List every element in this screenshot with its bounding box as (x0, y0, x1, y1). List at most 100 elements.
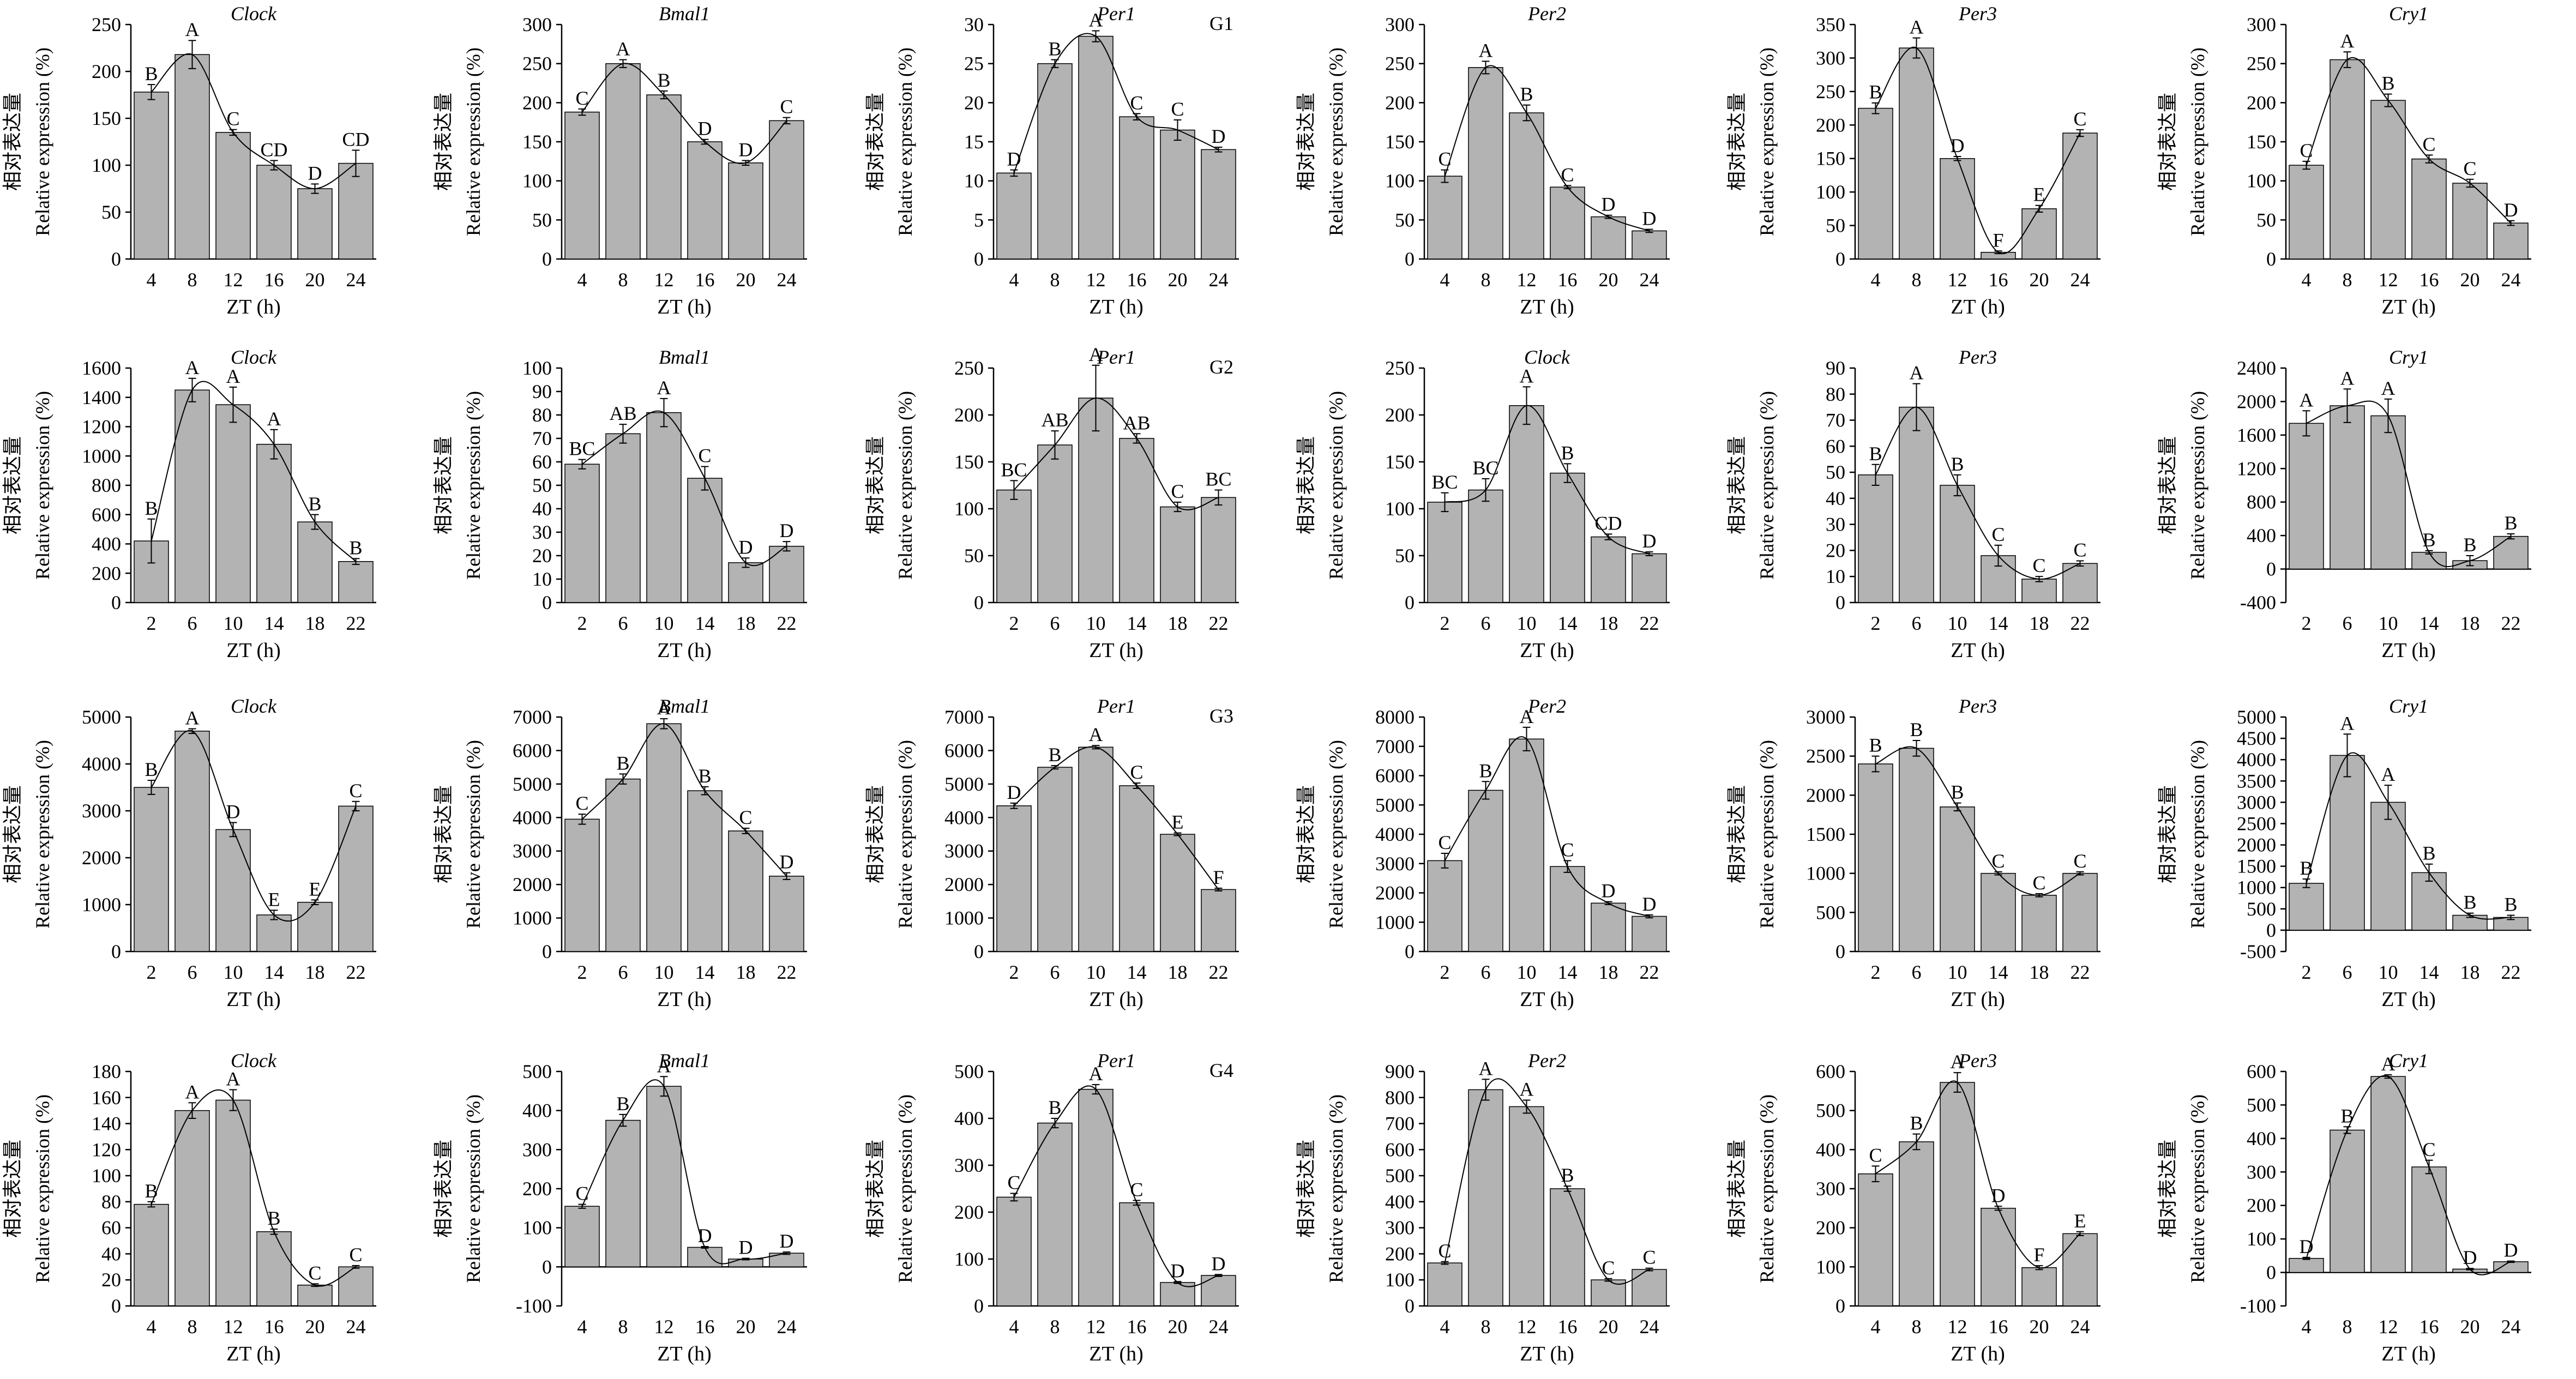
x-axis-label: ZT (h) (1520, 639, 1574, 662)
x-tick-label: 2 (1009, 961, 1019, 983)
bar (2289, 423, 2324, 570)
bar (297, 901, 333, 952)
y-tick-label: 7000 (513, 706, 552, 728)
significance-letter: D (1642, 893, 1657, 915)
chart-title: Per1 (1097, 1050, 1135, 1071)
x-tick-label: 4 (1440, 269, 1450, 291)
x-tick-label: 20 (305, 269, 325, 291)
x-tick-label: 18 (1168, 612, 1188, 634)
x-tick-label: 20 (1599, 1316, 1618, 1338)
x-tick-label: 2 (577, 961, 587, 983)
significance-letter: C (1642, 1246, 1656, 1268)
y-axis-label-en: Relative expression (%) (462, 391, 484, 580)
significance-letter: C (349, 1244, 362, 1266)
significance-letter: D (780, 1230, 794, 1252)
y-tick-label: 1000 (82, 894, 121, 916)
y-tick-label: 250 (1385, 357, 1415, 379)
bar (996, 172, 1032, 260)
x-axis-label: ZT (h) (226, 639, 281, 662)
y-tick-label: 20 (1826, 539, 1845, 561)
y-tick-label: 0 (1835, 592, 1845, 613)
x-tick-label: 14 (2419, 612, 2439, 634)
y-tick-label: 0 (1835, 941, 1845, 962)
y-tick-label: 100 (522, 357, 552, 379)
y-tick-label: 400 (2247, 1128, 2276, 1149)
y-tick-label: 100 (1385, 1269, 1415, 1291)
bar (1509, 112, 1544, 260)
significance-letter: A (185, 19, 200, 40)
y-tick-label: 60 (532, 451, 552, 473)
bar (2289, 165, 2324, 260)
y-axis-label-cn: 相对表达量 (2, 93, 23, 191)
chart-panel: Per3050010001500200025003000B2B6B10C14C1… (1726, 695, 2100, 1011)
bar (134, 1203, 169, 1306)
significance-letter: D (739, 536, 753, 558)
fit-curve (2306, 1075, 2511, 1275)
y-tick-label: 300 (1816, 1178, 1845, 1200)
bar (1899, 406, 1934, 603)
bar (1858, 1173, 1893, 1306)
chart-title: Per3 (1958, 1050, 1997, 1071)
y-tick-label: 0 (1835, 1295, 1845, 1317)
bar (338, 162, 374, 260)
y-tick-label: 0 (111, 248, 121, 270)
y-tick-label: 2500 (2237, 812, 2276, 834)
significance-letter: C (1171, 480, 1184, 502)
significance-letter: B (616, 1093, 629, 1115)
y-tick-label: 200 (522, 92, 552, 113)
y-tick-label: 4000 (944, 806, 984, 828)
y-tick-label: 50 (964, 545, 984, 567)
y-tick-label: 60 (1826, 435, 1845, 457)
y-tick-label: 1200 (2237, 457, 2276, 479)
y-axis-label-cn: 相对表达量 (1726, 1140, 1748, 1238)
significance-letter: B (1561, 1164, 1574, 1186)
fit-curve (1875, 406, 2080, 580)
y-tick-label: 80 (101, 1191, 121, 1213)
chart-title: Clock (231, 695, 277, 717)
bar (1509, 405, 1544, 603)
significance-letter: B (145, 497, 158, 519)
significance-letter: B (145, 758, 158, 780)
x-tick-label: 14 (1989, 961, 2008, 983)
fit-curve (1013, 746, 1219, 890)
x-tick-label: 18 (736, 612, 756, 634)
y-tick-label: 80 (1826, 383, 1845, 405)
x-tick-label: 4 (1009, 269, 1019, 291)
bar (174, 389, 210, 603)
x-tick-label: 12 (224, 1316, 243, 1338)
y-axis-label-en: Relative expression (%) (2187, 740, 2208, 929)
bar (1632, 553, 1667, 603)
bar (215, 404, 251, 603)
x-tick-label: 8 (188, 1316, 197, 1338)
bar (1201, 149, 1236, 260)
x-tick-label: 16 (1558, 1316, 1578, 1338)
y-tick-label: 100 (92, 154, 121, 176)
y-tick-label: 250 (92, 14, 121, 35)
significance-letter: E (309, 878, 321, 900)
significance-letter: A (2381, 763, 2396, 785)
bar (1468, 790, 1503, 952)
significance-letter: F (1993, 229, 2003, 251)
significance-letter: A (1089, 344, 1103, 365)
significance-letter: D (1171, 1260, 1185, 1281)
bar (174, 731, 210, 952)
bar (728, 830, 763, 952)
chart-title: Per2 (1527, 695, 1566, 717)
chart-panel: Per3 0 10 20 30 40 50 60 70 80 90 B 2 A 6 B 10 C 14 C 18 C 22 Z… (1726, 346, 2100, 662)
y-axis-label-en: Relative expression (%) (32, 740, 53, 929)
y-tick-label: 1000 (1806, 863, 1845, 884)
fit-curve (1444, 65, 1650, 232)
significance-letter: BC (1001, 459, 1027, 480)
significance-letter: B (2381, 73, 2394, 94)
significance-letter: B (2340, 1105, 2354, 1127)
x-tick-label: 14 (264, 961, 284, 983)
fit-curve (1875, 46, 2081, 255)
bar (996, 1196, 1032, 1306)
y-tick-label: 1000 (944, 907, 984, 929)
chart-title: Bmal1 (659, 3, 710, 25)
y-tick-label: 0 (542, 941, 552, 962)
y-axis-label-en: Relative expression (%) (462, 1094, 484, 1283)
significance-letter: B (2422, 842, 2435, 864)
chart-title: Cry1 (2389, 695, 2428, 717)
